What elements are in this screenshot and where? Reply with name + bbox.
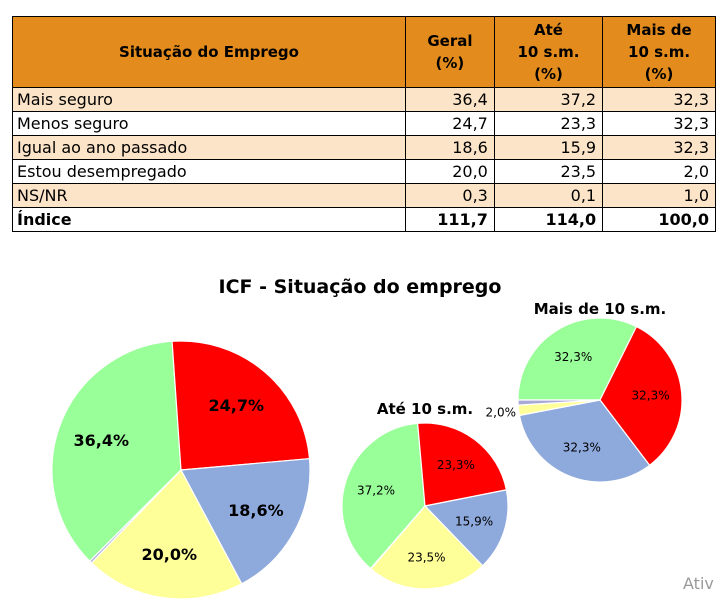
slice-label: 32,3% xyxy=(563,441,601,455)
slice-label: 18,6% xyxy=(228,501,284,520)
cell-ate-10: 23,3 xyxy=(493,111,604,136)
cell-mais-10: 2,0 xyxy=(602,159,716,184)
cell-geral: 36,4 xyxy=(405,87,495,112)
pie-slice xyxy=(341,422,426,570)
slice-label: 32,3% xyxy=(554,350,592,364)
header-line: Até xyxy=(533,21,563,39)
pie-slice xyxy=(518,399,651,483)
column-header-geral: Geral (%) xyxy=(405,16,495,88)
pie-slice xyxy=(180,458,311,585)
cell-mais-10: 32,3 xyxy=(602,87,716,112)
cell-mais-10: 32,3 xyxy=(602,135,716,160)
pie-title: Mais de 10 s.m. xyxy=(534,300,667,318)
cell-ate-10: 114,0 xyxy=(493,207,604,232)
header-line: (%) xyxy=(644,65,674,83)
cell-ate-10: 37,2 xyxy=(493,87,604,112)
pie-slice xyxy=(599,325,683,467)
pie-slice xyxy=(51,340,182,563)
table-row: Mais seguro 36,4 37,2 32,3 xyxy=(12,87,716,112)
header-line: (%) xyxy=(534,65,563,83)
cell-ate-10: 15,9 xyxy=(493,135,604,160)
cell-mais-10: 1,0 xyxy=(602,183,716,208)
cell-mais-10: 32,3 xyxy=(602,111,716,136)
chart-title: ICF - Situação do emprego xyxy=(219,276,502,298)
row-label: Estou desempregado xyxy=(12,159,406,184)
pie-slice xyxy=(90,468,243,600)
cell-mais-10: 100,0 xyxy=(602,207,716,232)
table-row-total: Índice 111,7 114,0 100,0 xyxy=(12,207,716,232)
column-header-ate-10: Até 10 s.m. (%) xyxy=(493,16,604,88)
header-line: Geral xyxy=(427,32,473,50)
pie-slice xyxy=(423,489,509,567)
row-label: Igual ao ano passado xyxy=(12,135,406,160)
watermark-text: Ativ xyxy=(683,574,714,593)
row-label: NS/NR xyxy=(12,183,406,208)
cell-geral: 111,7 xyxy=(405,207,495,232)
pie-3: 32,3% 32,3% 32,3% 2,0% Mais de 10 s.m. xyxy=(486,300,683,483)
cell-geral: 24,7 xyxy=(405,111,495,136)
table-row: NS/NR 0,3 0,1 1,0 xyxy=(12,183,716,208)
cell-ate-10: 23,5 xyxy=(493,159,604,184)
slice-label: 15,9% xyxy=(455,515,493,529)
header-line: Mais de xyxy=(626,21,692,39)
employment-table: Situação do Emprego Geral (%) Até 10 s.m… xyxy=(12,16,716,232)
cell-geral: 18,6 xyxy=(405,135,495,160)
row-label: Menos seguro xyxy=(12,111,406,136)
pie-title: Até 10 s.m. xyxy=(377,400,473,418)
slice-label: 20,0% xyxy=(142,545,198,564)
table-row: Igual ao ano passado 18,6 15,9 32,3 xyxy=(12,135,716,160)
slice-label: 24,7% xyxy=(209,396,265,415)
cell-geral: 0,3 xyxy=(405,183,495,208)
pie-slice xyxy=(369,505,426,570)
slice-label: 32,3% xyxy=(632,388,670,402)
pie-charts: ICF - Situação do emprego 36,4% 24,7% 18,6… xyxy=(51,276,683,600)
slice-label: 37,2% xyxy=(357,483,395,497)
table-header-row: Situação do Emprego Geral (%) Até 10 s.m… xyxy=(12,16,716,88)
table-row: Estou desempregado 20,0 23,5 2,0 xyxy=(12,159,716,184)
pie-slice xyxy=(517,399,601,406)
header-line: 10 s.m. xyxy=(517,43,580,61)
slice-label: 2,0% xyxy=(486,406,517,420)
header-line: 10 s.m. xyxy=(628,43,691,61)
slice-label: 23,5% xyxy=(407,551,445,565)
pie-slice xyxy=(88,469,182,564)
slice-label: 23,3% xyxy=(437,458,475,472)
pie-slice xyxy=(171,340,311,471)
pie-2: 37,2% 23,3% 15,9% 23,5% Até 10 s.m. xyxy=(341,400,509,590)
row-label: Índice xyxy=(12,207,406,232)
cell-geral: 20,0 xyxy=(405,159,495,184)
cell-ate-10: 0,1 xyxy=(493,183,604,208)
pie-slice xyxy=(416,422,508,507)
row-label: Mais seguro xyxy=(12,87,406,112)
pie-slice xyxy=(517,317,638,401)
column-header-situation: Situação do Emprego xyxy=(12,16,406,88)
column-header-mais-10: Mais de 10 s.m. (%) xyxy=(602,16,716,88)
table-row: Menos seguro 24,7 23,3 32,3 xyxy=(12,111,716,136)
pie-1: 36,4% 24,7% 18,6% 20,0% xyxy=(51,340,311,600)
slice-label: 36,4% xyxy=(74,431,130,450)
header-line: (%) xyxy=(435,54,465,72)
pie-slice xyxy=(370,505,484,590)
